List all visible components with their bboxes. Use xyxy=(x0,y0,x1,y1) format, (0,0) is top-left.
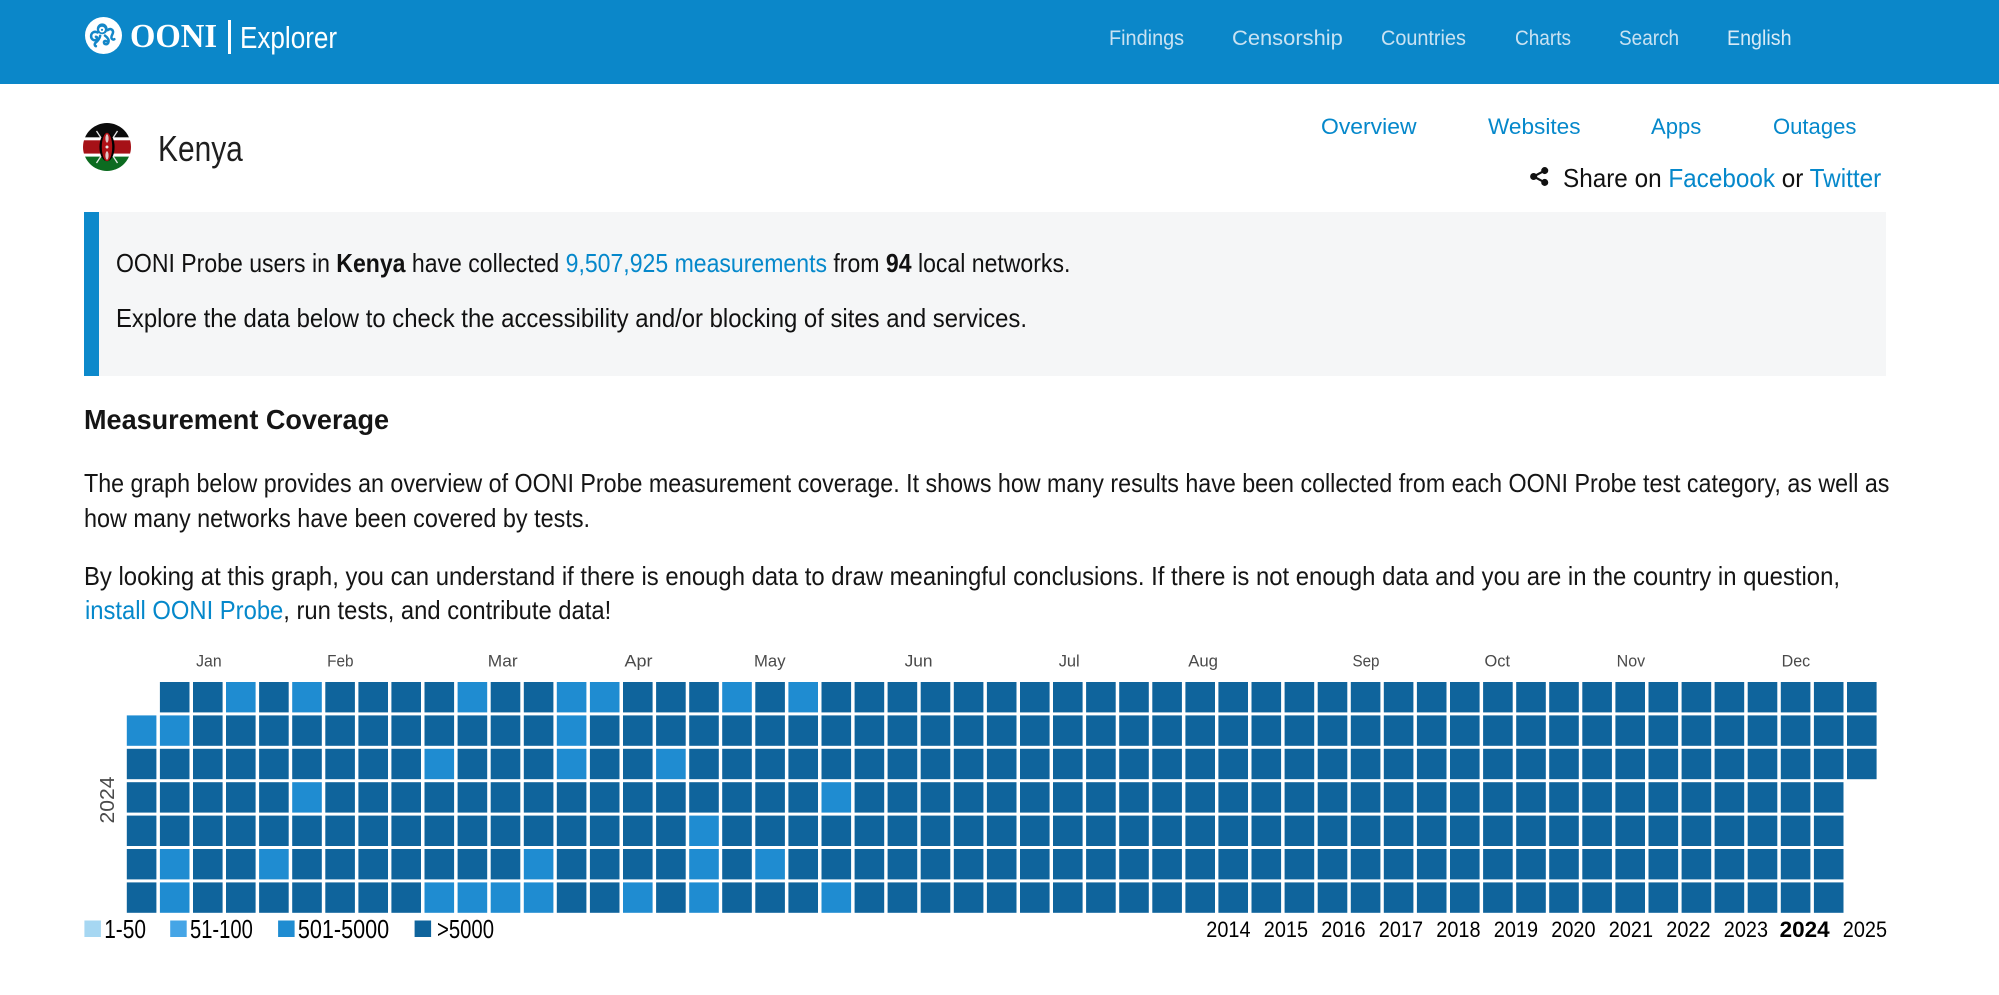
svg-text:2024: 2024 xyxy=(1780,917,1831,942)
svg-text:2017: 2017 xyxy=(1379,917,1423,942)
svg-text:Jan: Jan xyxy=(196,651,222,670)
svg-text:Jun: Jun xyxy=(905,651,933,670)
svg-text:2020: 2020 xyxy=(1551,917,1595,942)
svg-text:2019: 2019 xyxy=(1494,917,1538,942)
svg-text:Mar: Mar xyxy=(488,651,518,670)
svg-text:2014: 2014 xyxy=(1206,917,1250,942)
svg-text:2023: 2023 xyxy=(1724,917,1768,942)
svg-text:2022: 2022 xyxy=(1666,917,1710,942)
svg-text:Dec: Dec xyxy=(1782,651,1811,670)
svg-text:Apr: Apr xyxy=(625,651,653,670)
svg-text:May: May xyxy=(754,651,786,670)
svg-text:>5000: >5000 xyxy=(437,914,494,944)
svg-text:2015: 2015 xyxy=(1264,917,1308,942)
svg-text:Oct: Oct xyxy=(1485,651,1511,670)
svg-text:2024: 2024 xyxy=(97,777,119,824)
svg-text:Jul: Jul xyxy=(1059,651,1080,670)
svg-text:Nov: Nov xyxy=(1617,651,1646,670)
svg-text:Aug: Aug xyxy=(1188,651,1218,670)
svg-text:2016: 2016 xyxy=(1321,917,1365,942)
svg-text:51-100: 51-100 xyxy=(190,914,253,944)
svg-text:2018: 2018 xyxy=(1436,917,1480,942)
svg-text:2025: 2025 xyxy=(1843,917,1887,942)
svg-text:Feb: Feb xyxy=(327,651,353,670)
svg-text:2021: 2021 xyxy=(1609,917,1653,942)
svg-text:Sep: Sep xyxy=(1353,651,1380,670)
svg-text:501-5000: 501-5000 xyxy=(298,914,389,944)
svg-text:1-50: 1-50 xyxy=(104,914,146,944)
